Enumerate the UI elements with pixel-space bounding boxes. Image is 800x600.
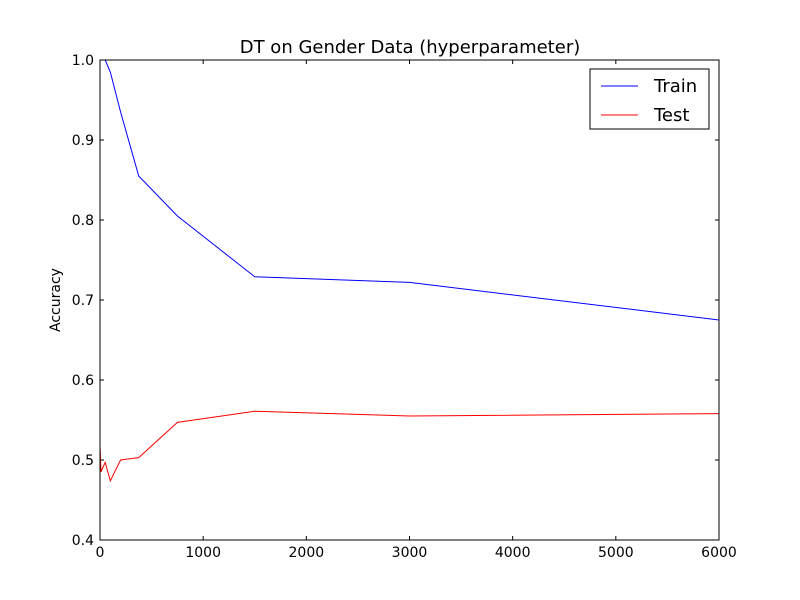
x-tick-label: 6000: [701, 545, 737, 561]
legend: Train Test: [589, 68, 710, 130]
x-tick-label: 2000: [289, 545, 325, 561]
x-tick-label: 4000: [495, 545, 531, 561]
series-line-test: [99, 410, 720, 483]
x-tick-label: 5000: [598, 545, 634, 561]
y-tick-label: 0.6: [72, 373, 94, 389]
legend-box: [589, 68, 710, 130]
y-axis-label: Accuracy: [48, 268, 64, 332]
tick-layer: 0 1000 2000 3000 4000 5000 6000 0.4 0.5 0.6 0.7 0.8…: [72, 53, 737, 561]
y-tick-label: 0.7: [72, 293, 94, 309]
legend-label-test: Test: [653, 105, 689, 126]
chart-title: DT on Gender Data (hyperparameter): [240, 37, 581, 58]
x-tick-label: 0: [96, 545, 105, 561]
y-tick-label: 1.0: [72, 53, 94, 69]
x-tick-label: 1000: [185, 545, 221, 561]
y-tick-label: 0.4: [72, 533, 94, 549]
y-tick-label: 0.9: [72, 133, 94, 149]
plot-frame: [99, 59, 720, 541]
y-tick-label: 0.5: [72, 453, 94, 469]
y-tick-label: 0.8: [72, 213, 94, 229]
x-tick-label: 3000: [392, 545, 428, 561]
legend-label-train: Train: [653, 76, 697, 97]
